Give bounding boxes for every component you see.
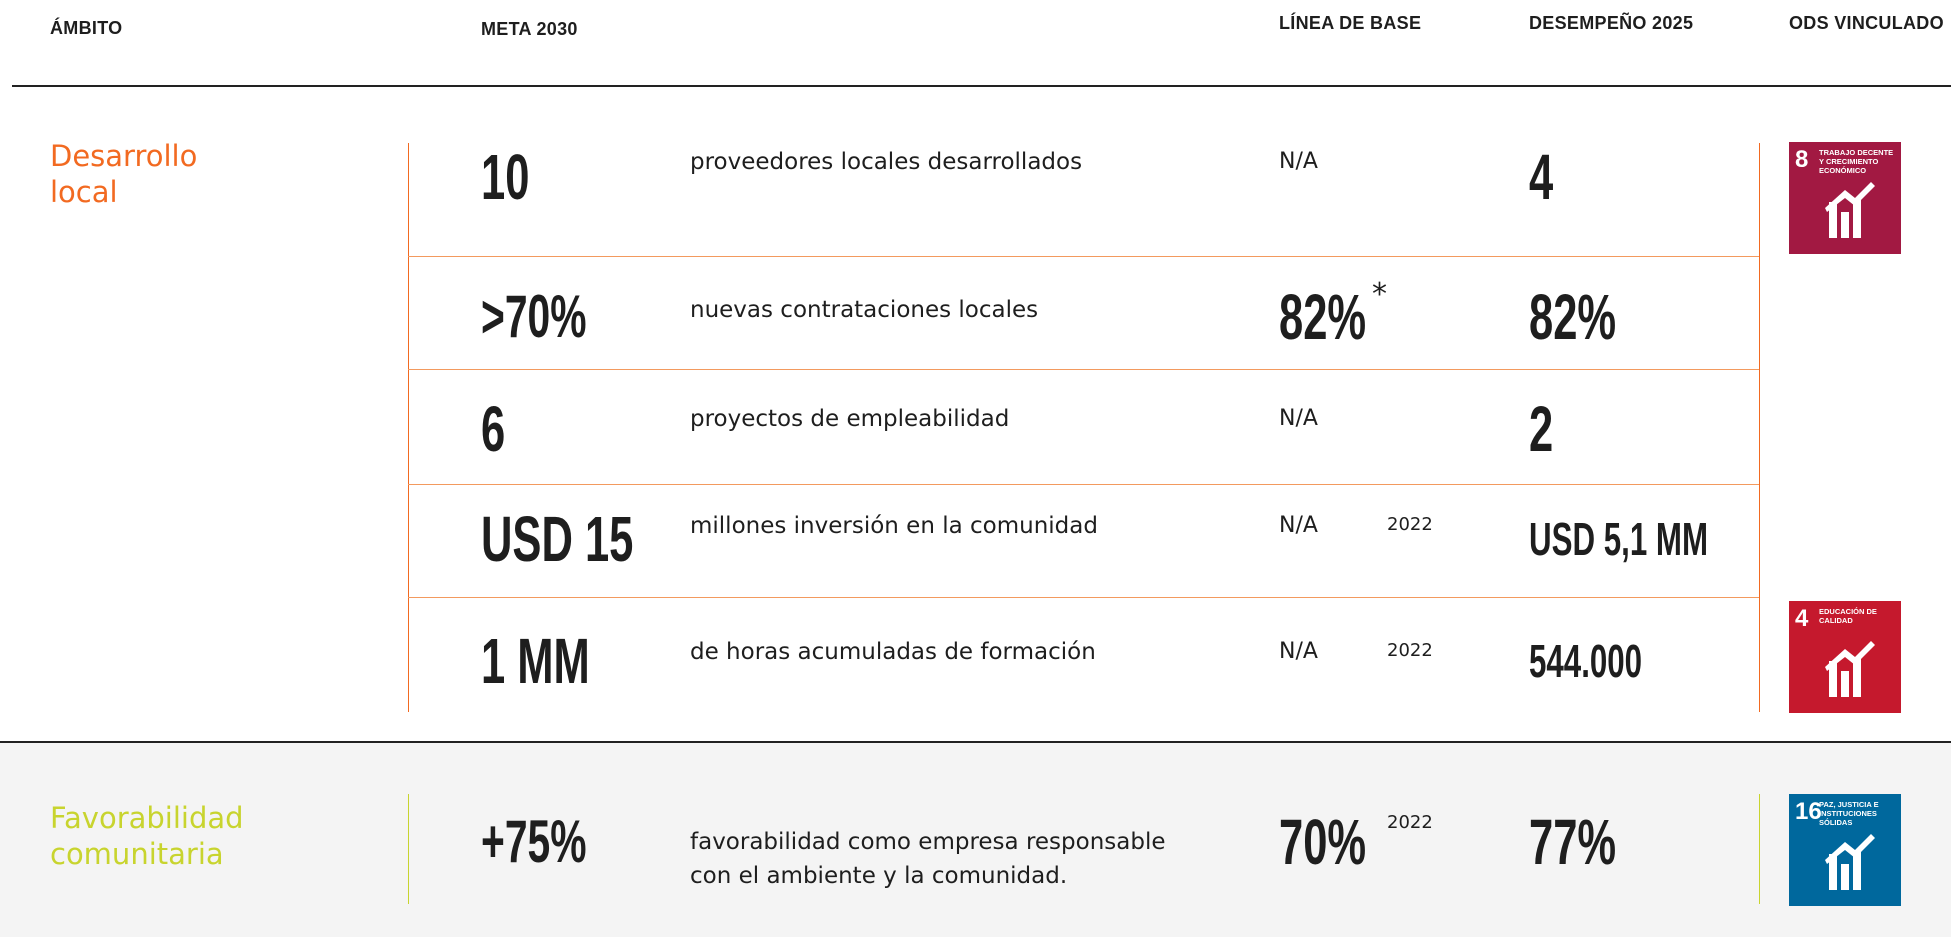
meta-value: +75%	[481, 808, 587, 875]
section-background	[0, 742, 1951, 937]
baseline-year: 2022	[1387, 514, 1433, 535]
baseline: N/A	[1279, 406, 1318, 431]
meta-value: 1 MM	[481, 625, 590, 697]
header-cell: ODS VINCULADO	[1789, 13, 1944, 33]
baseline: 70%	[1279, 806, 1367, 878]
ods-pictogram	[1825, 182, 1875, 238]
meta-value: USD 15	[481, 503, 634, 575]
ods-icon: 16 Paz, justicia e instituciones sólidas	[1789, 794, 1901, 906]
section-name: Favorabilidad comunitaria	[50, 801, 244, 871]
ods-icon: 8 Trabajo decente y crecimiento económico	[1789, 142, 1901, 254]
header-cell: LÍNEA DE BASE	[1279, 13, 1422, 33]
section-divider	[408, 794, 409, 904]
section-divider	[1759, 794, 1760, 904]
row-divider	[408, 597, 1759, 598]
row-divider	[408, 484, 1759, 485]
section-divider	[408, 143, 409, 712]
description: favorabilidad como empresa responsable c…	[690, 829, 1166, 889]
performance: USD 5,1 MM	[1529, 513, 1709, 565]
header-rule	[12, 85, 1951, 87]
section-divider	[1759, 143, 1760, 712]
ods-icon: 4 Educación de calidad	[1789, 601, 1901, 713]
header-cell: ÁMBITO	[50, 18, 123, 38]
ods-pictogram	[1825, 641, 1875, 697]
section-rule	[0, 741, 1951, 743]
baseline-year: 2022	[1387, 640, 1433, 661]
baseline-year: 2022	[1387, 812, 1433, 833]
description: de horas acumuladas de formación	[690, 639, 1096, 665]
baseline: N/A	[1279, 513, 1318, 538]
ods-label: Educación de calidad	[1819, 607, 1877, 625]
ods-number: 4	[1795, 605, 1809, 632]
ods-number: 16	[1795, 798, 1822, 825]
baseline: 82%	[1279, 281, 1367, 353]
row-divider	[408, 256, 1759, 257]
ods-pictogram	[1825, 834, 1875, 890]
description: nuevas contrataciones locales	[690, 297, 1039, 323]
meta-value: 10	[481, 141, 530, 213]
section-name: Desarrollo local	[50, 139, 198, 209]
ods-label: Paz, justicia e instituciones sólidas	[1819, 800, 1879, 827]
baseline: N/A	[1279, 639, 1318, 664]
performance: 4	[1529, 141, 1554, 213]
ods-number: 8	[1795, 146, 1809, 173]
performance: 2	[1529, 393, 1554, 465]
performance: 82%	[1529, 281, 1617, 353]
description: proyectos de empleabilidad	[690, 406, 1010, 432]
description: proveedores locales desarrollados	[690, 149, 1083, 175]
performance: 544.000	[1529, 635, 1643, 687]
meta-value: 6	[481, 393, 506, 465]
baseline: N/A	[1279, 149, 1318, 174]
ods-label: Trabajo decente y crecimiento económico	[1819, 148, 1894, 175]
header-cell: META 2030	[481, 19, 578, 39]
row-divider	[408, 369, 1759, 370]
performance: 77%	[1529, 806, 1617, 878]
meta-value: >70%	[481, 283, 587, 350]
header-cell: DESEMPEÑO 2025	[1529, 13, 1694, 33]
description: millones inversión en la comunidad	[690, 513, 1098, 539]
baseline-note: *	[1372, 277, 1387, 312]
